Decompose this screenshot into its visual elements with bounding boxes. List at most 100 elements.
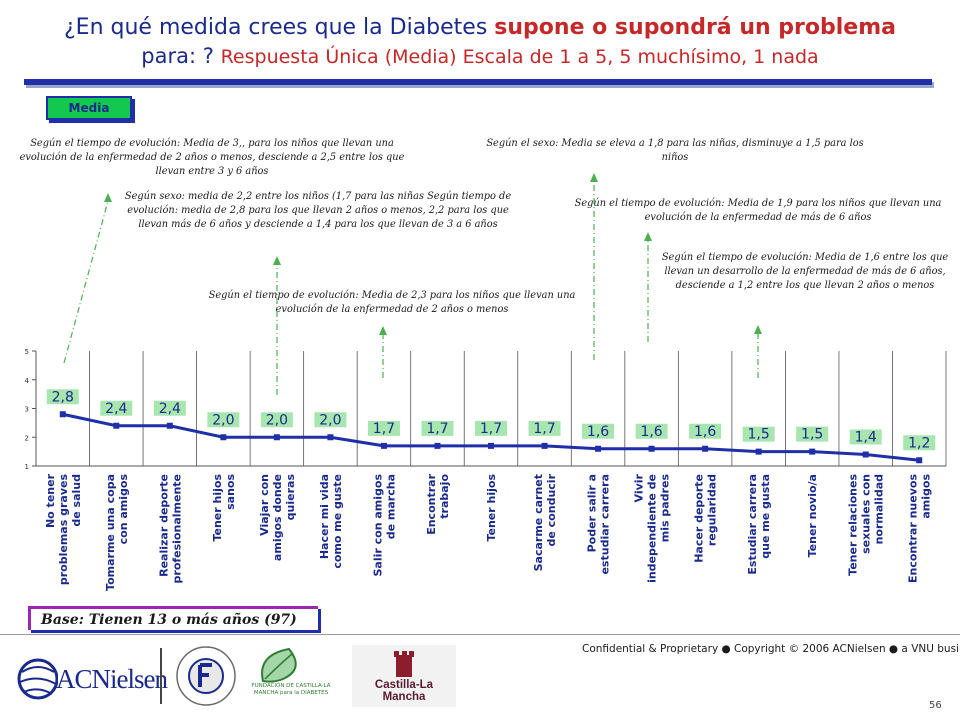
data-label-box — [849, 429, 882, 445]
data-label-box — [528, 420, 561, 436]
data-label: 1,5 — [801, 427, 823, 443]
category-label-line: Viajar con — [258, 474, 271, 536]
data-label: 1,2 — [908, 435, 930, 451]
title-line2: para: ? — [141, 43, 221, 68]
series-line — [59, 411, 923, 464]
category-label-line: Hacer mi vida — [318, 474, 331, 559]
category-label: Viajar con amigos donde quieras — [258, 474, 297, 562]
category-label-line: de marcha — [384, 474, 397, 539]
category-label-line: trabajo — [438, 474, 451, 519]
note-6: Según el tiempo de evolución: Media de 1… — [661, 252, 949, 292]
confidential-notice: Confidential & Proprietary ● Copyright ©… — [582, 643, 960, 655]
data-label-box — [742, 426, 775, 442]
category-label-line: amigos donde — [271, 474, 284, 561]
data-label-box — [367, 420, 400, 436]
category-label-line: Tener hijos — [485, 474, 498, 542]
category-label-line: Salir con amigos — [371, 474, 384, 577]
data-labels: 2,8 2,4 2,4 2,0 2,0 2,0 1,7 1,7 1,7 1,7 1,6 1,6 1,6 1… — [46, 389, 936, 451]
category-label: Encontrar nuevos amigos — [907, 474, 933, 583]
data-label: 2,8 — [52, 389, 74, 405]
category-label-line: Tener relaciones — [847, 474, 860, 576]
category-label-line: normalidad — [873, 474, 886, 544]
category-label-line: de conducir — [545, 473, 558, 546]
category-label-line: Hacer deporte — [693, 474, 706, 563]
data-point — [273, 434, 280, 441]
data-label: 2,4 — [159, 401, 181, 417]
category-label-line: Estudiar carrera — [746, 474, 759, 575]
data-label: 2,0 — [266, 412, 288, 428]
media-tag: Media — [46, 96, 132, 120]
note-arrow-head — [104, 193, 112, 202]
data-point — [809, 448, 816, 455]
category-label: Hacer deporte regularidad — [693, 474, 719, 563]
y-tick-label: 4 — [25, 377, 30, 385]
data-point — [327, 434, 334, 441]
data-label: 1,7 — [426, 421, 448, 437]
title-rule — [24, 79, 932, 85]
data-point — [862, 451, 869, 458]
category-label-line: Encontrar nuevos — [907, 474, 920, 583]
castle-crest-icon — [394, 651, 414, 677]
data-label: 2,0 — [319, 412, 341, 428]
category-label-line: problemas graves — [57, 474, 70, 586]
data-label-box — [689, 423, 722, 439]
data-label-box — [421, 420, 454, 436]
category-label-line: Vivir — [633, 473, 646, 502]
slide-title: ¿En qué medida crees que la Diabetes sup… — [10, 14, 950, 70]
category-label-line: Tener novio/a — [806, 474, 819, 557]
category-label-line: quieras — [284, 474, 297, 521]
data-label-box — [260, 412, 293, 428]
note-arrow — [63, 200, 109, 364]
category-label: Estudiar carrera que me gusta — [746, 474, 772, 575]
data-label-box — [582, 423, 615, 439]
category-label: No tener problemas graves de salud — [44, 473, 83, 585]
category-label-line: sanos — [224, 474, 237, 510]
data-point — [755, 448, 762, 455]
category-label-line: Poder salir a — [586, 474, 599, 552]
castilla-la-mancha-logo: Castilla-La Mancha — [352, 645, 456, 707]
data-label-box — [475, 420, 507, 436]
category-label: Vivir independiente de mis padres — [633, 473, 672, 582]
data-label-box — [903, 435, 936, 451]
category-label: Poder salir a estudiar carrera — [586, 474, 612, 575]
data-label-box — [153, 400, 186, 416]
category-label-line: con amigos — [117, 474, 130, 545]
category-label-line: Sacarme carnet — [532, 474, 545, 571]
category-label-line: Tener hijos — [211, 474, 224, 542]
data-label-box — [314, 412, 347, 428]
data-label: 1,5 — [748, 427, 770, 443]
data-point — [702, 445, 709, 452]
category-label-line: No tener — [44, 473, 57, 528]
category-label-line: Encontrar — [425, 473, 438, 534]
data-point — [488, 442, 494, 449]
y-tick-label: 1 — [25, 463, 29, 471]
y-tick-label: 2 — [25, 434, 29, 442]
data-point — [166, 422, 173, 429]
y-tick-label: 3 — [25, 406, 29, 414]
acnielsen-globe-icon — [17, 658, 58, 700]
category-label: Tomarme una copa con amigos — [104, 474, 130, 591]
category-label: Tener hijos — [485, 474, 498, 542]
title-line1: ¿En qué medida crees que la Diabetes — [64, 15, 495, 40]
footer-rule — [0, 634, 960, 635]
category-label-line: regularidad — [706, 474, 719, 546]
fundacion-diabetes-logo — [172, 645, 240, 707]
data-label: 1,4 — [855, 430, 877, 446]
category-label-line: mis padres — [659, 474, 672, 543]
data-label-box — [635, 423, 668, 439]
category-label: Salir con amigos de marcha — [371, 474, 397, 577]
title-red-note: Respuesta Única (Media) Escala de 1 a 5,… — [220, 45, 819, 68]
data-label-box — [796, 426, 829, 442]
data-label: 2,0 — [212, 412, 234, 428]
category-label: Encontrar trabajo — [425, 473, 451, 534]
data-label: 1,6 — [694, 424, 716, 440]
category-label-line: profesionalmente — [170, 474, 183, 583]
category-label: Hacer mi vida como me guste — [318, 474, 344, 569]
category-label-line: independiente de — [646, 474, 659, 583]
category-label-line: como me guste — [331, 474, 344, 569]
logo-separator — [160, 648, 162, 704]
y-tick-label: 5 — [25, 348, 29, 356]
acnielsen-logo: ACNielsen — [14, 650, 168, 706]
data-label: 1,7 — [480, 421, 502, 437]
